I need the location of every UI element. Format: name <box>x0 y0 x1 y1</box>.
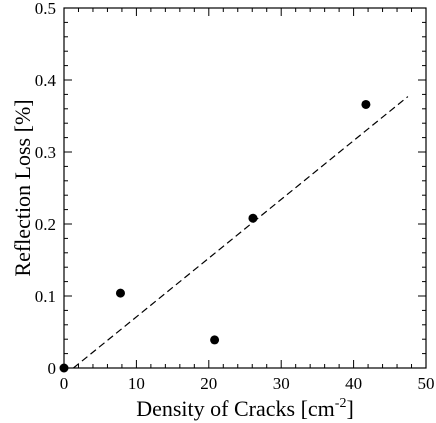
data-point <box>248 213 258 223</box>
x-axis-label: Density of Cracks [cm-2] <box>136 396 354 421</box>
x-tick-label: 10 <box>128 374 145 393</box>
x-tick-label: 50 <box>418 374 435 393</box>
tick-labels-group: 0 10 20 30 40 50 0 0.1 0.2 0.3 0.4 0.5 <box>35 0 435 393</box>
y-tick-label: 0.5 <box>35 0 56 18</box>
y-axis-label: Reflection Loss [%] <box>10 99 35 276</box>
y-tick-label: 0.4 <box>35 71 57 90</box>
data-point <box>59 363 69 373</box>
x-tick-label: 40 <box>345 374 362 393</box>
data-point <box>361 99 371 109</box>
data-point <box>210 335 220 345</box>
points-group <box>59 99 371 373</box>
x-tick-label: 30 <box>273 374 290 393</box>
ticks-group <box>63 7 427 369</box>
plot-frame <box>63 7 427 369</box>
x-tick-label: 0 <box>60 374 69 393</box>
y-tick-label: 0.3 <box>35 143 56 162</box>
fit-line <box>73 96 409 369</box>
y-tick-label: 0.1 <box>35 287 56 306</box>
y-tick-label: 0 <box>48 359 57 378</box>
x-tick-label: 20 <box>200 374 217 393</box>
y-tick-label: 0.2 <box>35 215 56 234</box>
data-point <box>115 288 125 298</box>
